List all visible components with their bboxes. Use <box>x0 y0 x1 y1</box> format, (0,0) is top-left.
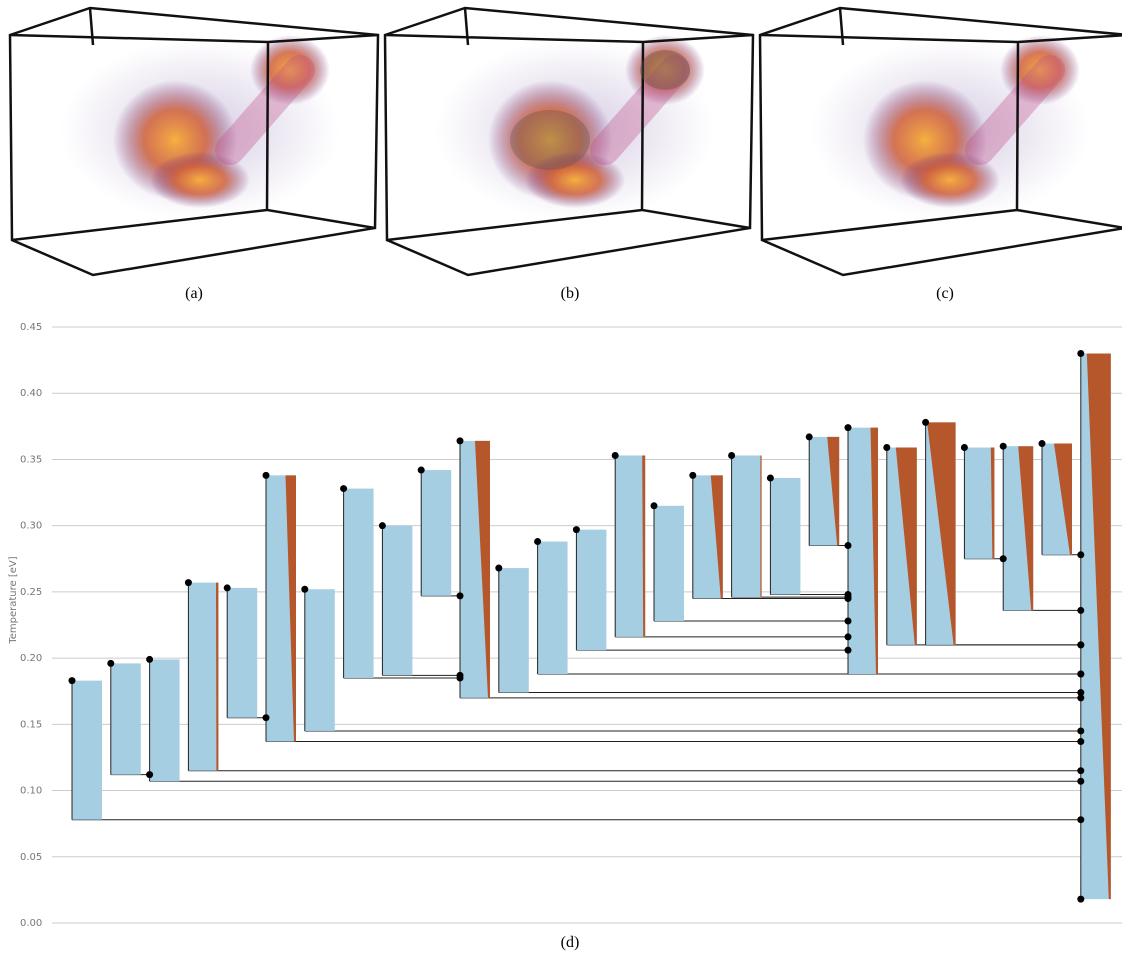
merge-node <box>1077 738 1084 745</box>
birth-node <box>689 472 696 479</box>
birth-node <box>534 538 541 545</box>
birth-node <box>263 472 270 479</box>
merge-node <box>1077 641 1084 648</box>
branch <box>72 681 102 820</box>
birth-node <box>612 452 619 459</box>
birth-node <box>806 433 813 440</box>
birth-node <box>767 474 774 481</box>
y-tick-label: 0.05 <box>20 852 42 863</box>
figure: (a) (b) (c) (d) Temperature [eV] 0.00 0.0… <box>0 0 1122 955</box>
branch <box>499 568 529 692</box>
branch <box>654 506 684 621</box>
caption: (d) <box>561 934 580 951</box>
birth-node <box>418 467 425 474</box>
y-tick-label: 0.35 <box>20 454 42 465</box>
branch <box>188 583 218 771</box>
root-node <box>1077 896 1084 903</box>
birth-node <box>1077 350 1084 357</box>
merge-node <box>1000 555 1007 562</box>
birth-node <box>1039 440 1046 447</box>
birth-node <box>69 677 76 684</box>
branch <box>732 455 762 597</box>
branch-highlight <box>216 583 218 771</box>
birth-node <box>224 584 231 591</box>
birth-node <box>495 565 502 572</box>
merge-node <box>146 771 153 778</box>
merge-node <box>1077 778 1084 785</box>
merge-node <box>263 714 270 721</box>
y-tick-label: 0.15 <box>20 719 42 730</box>
merge-node <box>1077 767 1084 774</box>
birth-node <box>107 660 114 667</box>
merge-node <box>1077 607 1084 614</box>
branch <box>770 478 800 595</box>
birth-node <box>845 424 852 431</box>
caption: (a) <box>185 285 203 302</box>
birth-node <box>961 444 968 451</box>
birth-node <box>146 656 153 663</box>
birth-node <box>185 579 192 586</box>
y-tick-label: 0.45 <box>20 322 42 333</box>
merge-node <box>845 633 852 640</box>
merge-node <box>1077 671 1084 678</box>
merge-node <box>457 592 464 599</box>
merge-node <box>845 591 852 598</box>
merge-node <box>1077 816 1084 823</box>
branch <box>421 470 451 596</box>
birth-node <box>728 452 735 459</box>
birth-node <box>922 419 929 426</box>
branch <box>538 542 568 674</box>
branch-highlight <box>760 455 761 597</box>
birth-node <box>573 526 580 533</box>
birth-node <box>301 586 308 593</box>
branch <box>576 530 606 651</box>
birth-node <box>1000 443 1007 450</box>
branch <box>344 489 374 678</box>
y-tick-label: 0.20 <box>20 653 42 664</box>
branch <box>964 448 994 559</box>
y-axis-label: Temperature [eV] <box>8 556 19 644</box>
panel-b <box>385 8 753 275</box>
branch <box>382 526 412 676</box>
branch <box>150 659 180 781</box>
panel-a <box>10 8 378 275</box>
branch <box>227 588 257 718</box>
branch <box>111 663 141 774</box>
merge-node <box>1077 727 1084 734</box>
page: (a) (b) (c) (d) Temperature [eV] 0.00 0.0… <box>0 0 1122 955</box>
y-tick-label: 0.30 <box>20 521 42 532</box>
caption: (c) <box>936 285 954 302</box>
birth-node <box>340 485 347 492</box>
merge-node <box>1077 551 1084 558</box>
birth-node <box>651 502 658 509</box>
branch <box>615 455 645 636</box>
birth-node <box>379 522 386 529</box>
merge-node <box>845 618 852 625</box>
y-tick-label: 0.00 <box>20 918 42 929</box>
merge-node <box>845 542 852 549</box>
branch <box>305 589 335 731</box>
merge-node <box>845 647 852 654</box>
y-tick-label: 0.25 <box>20 587 42 598</box>
y-tick-label: 0.10 <box>20 786 42 797</box>
birth-node <box>457 437 464 444</box>
caption: (b) <box>561 285 580 302</box>
birth-node <box>883 444 890 451</box>
panel-c <box>760 8 1122 275</box>
merge-node <box>457 672 464 679</box>
merge-node <box>1077 689 1084 696</box>
y-tick-label: 0.40 <box>20 388 42 399</box>
